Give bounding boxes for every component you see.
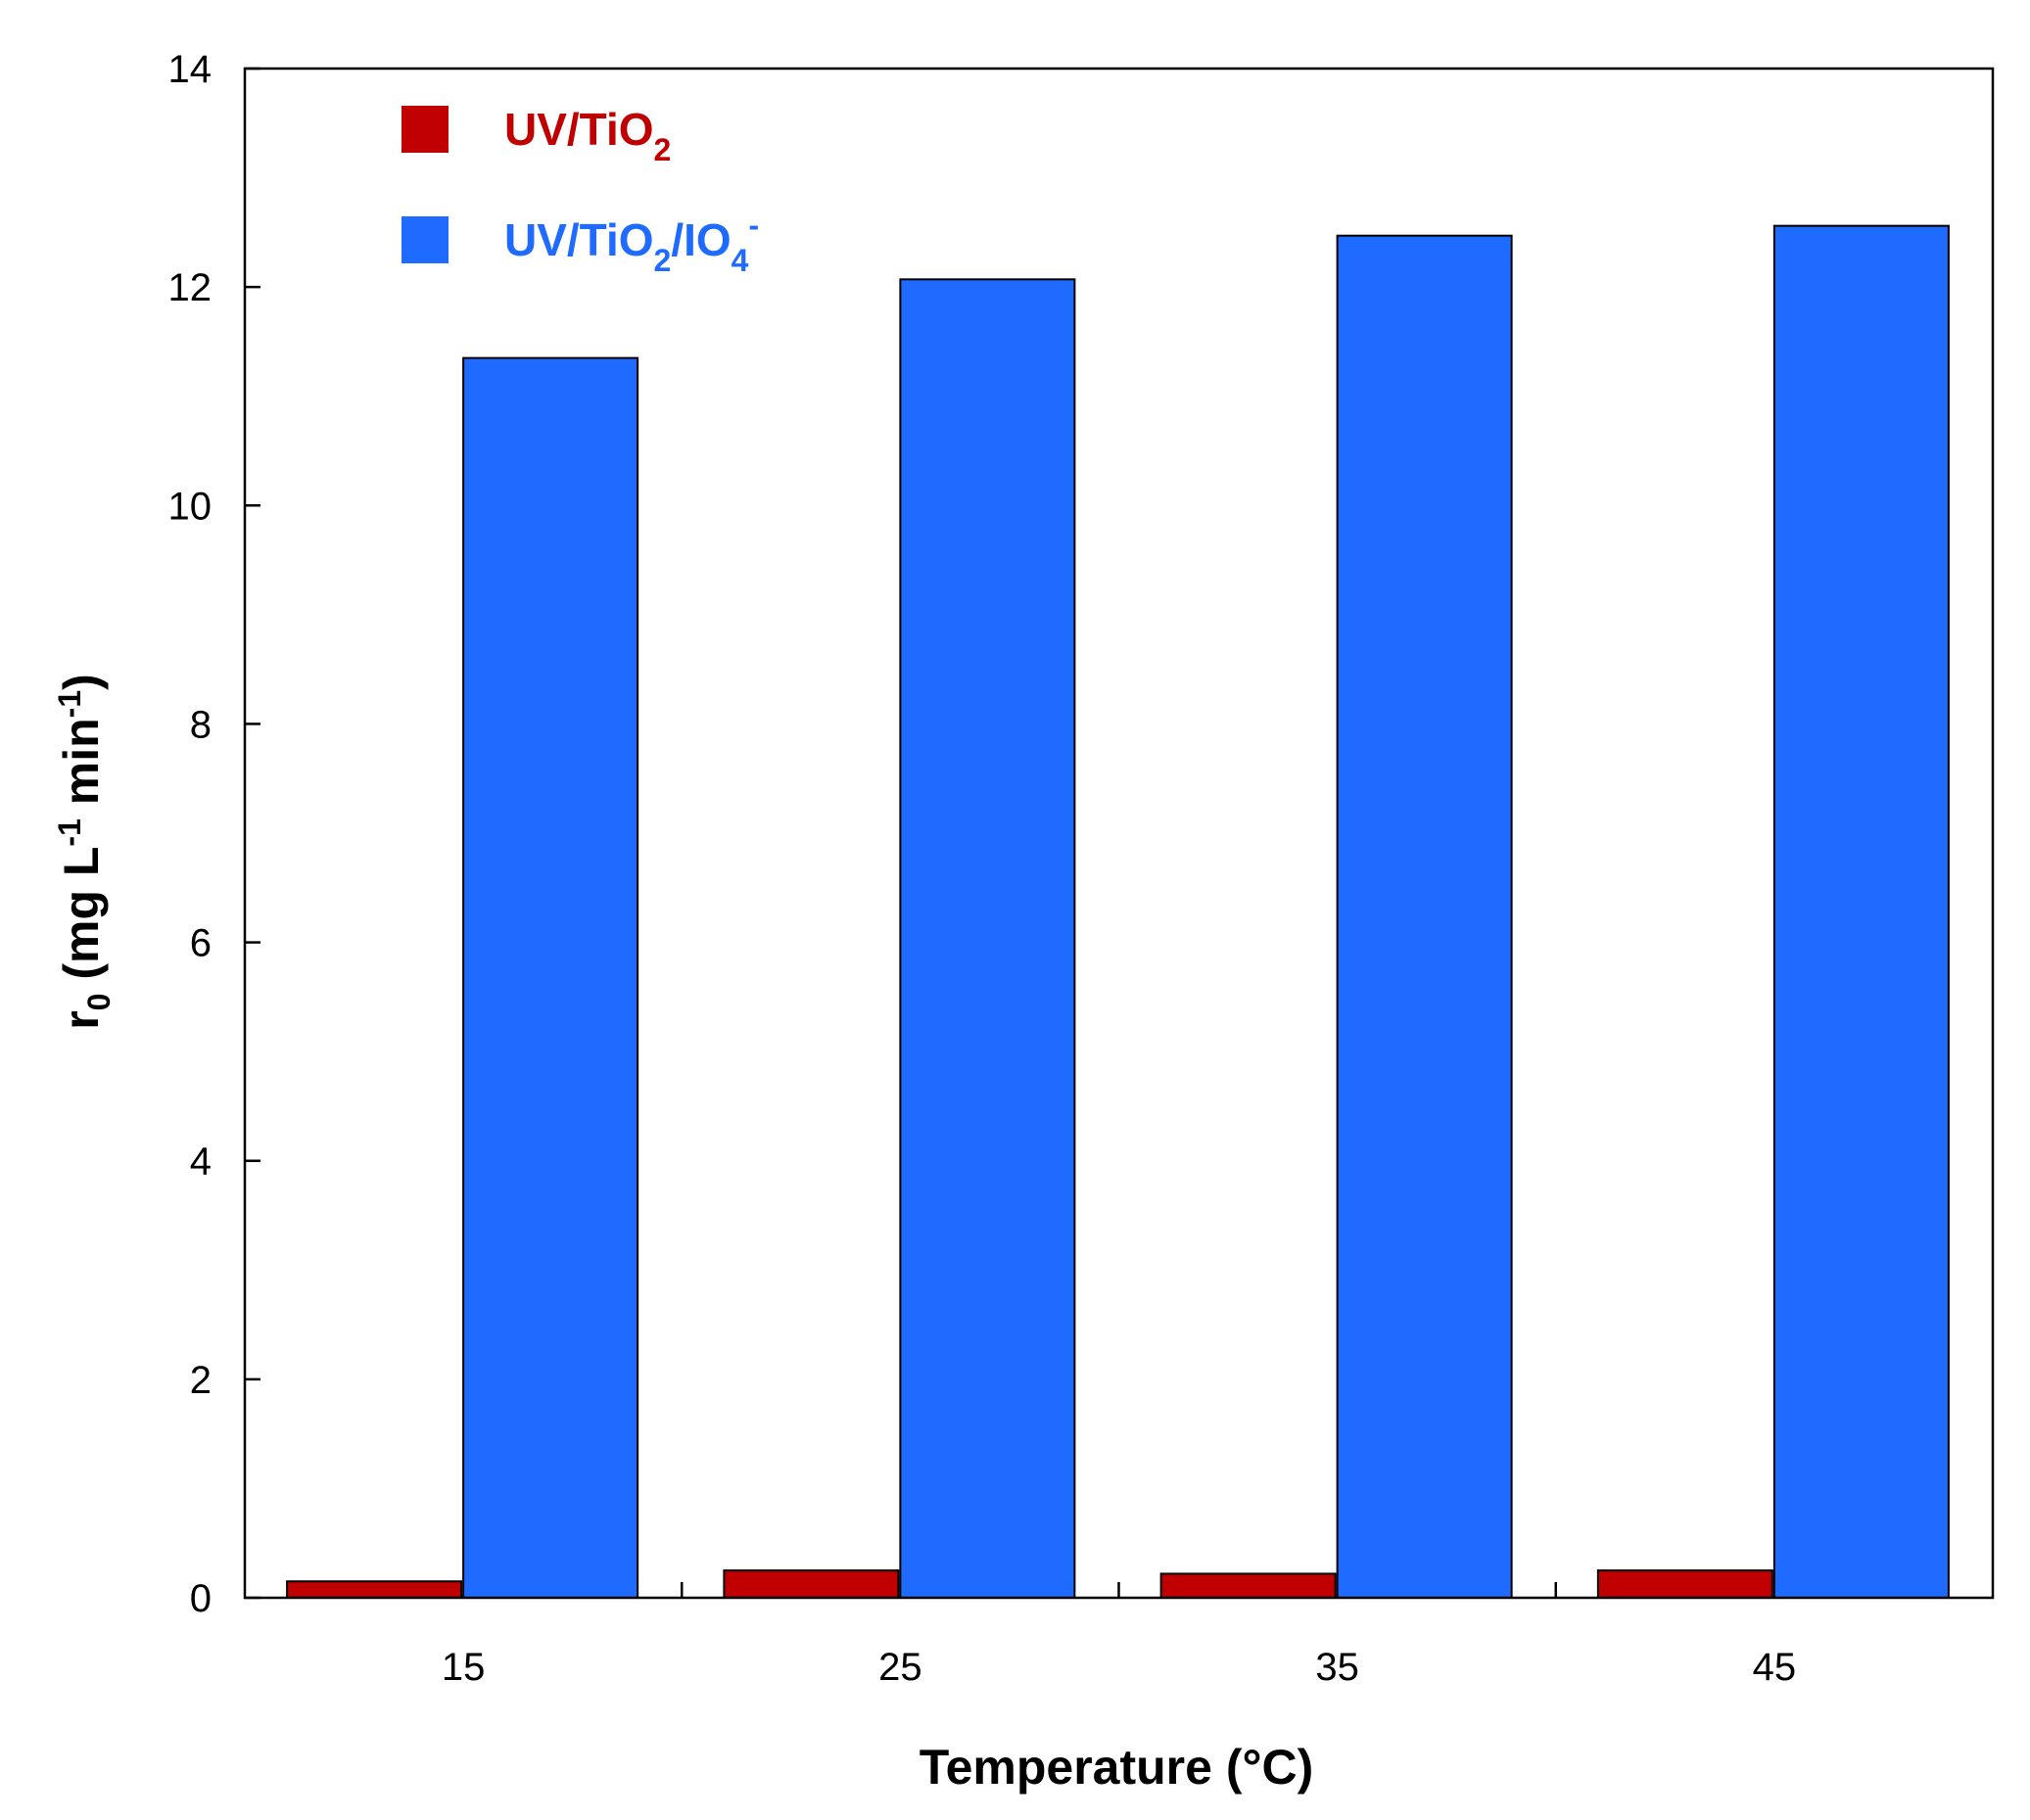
x-tick-label-35: 35 xyxy=(1315,1646,1359,1689)
y-tick-label-8: 8 xyxy=(190,703,212,746)
y-axis-title-superscript-2: -1 xyxy=(52,690,87,718)
y-tick-label-2: 2 xyxy=(190,1359,212,1402)
bar-uv-tio2-io4-35 xyxy=(1336,234,1513,1599)
y-axis-title-superscript-1: -1 xyxy=(52,818,87,846)
bar-uv-tio2-25 xyxy=(723,1569,900,1600)
y-tick-label-0: 0 xyxy=(190,1577,212,1620)
x-axis-title: Temperature (°C) xyxy=(920,1740,1313,1795)
x-tick-label-25: 25 xyxy=(878,1646,922,1689)
x-tick-label-15: 15 xyxy=(442,1646,486,1689)
legend-label-uv-tio2: UV/TiO2 xyxy=(504,104,671,167)
x-tick-label-45: 45 xyxy=(1753,1646,1797,1689)
y-axis-title: r0 (mg L-1 min-1) xyxy=(52,674,117,1030)
y-tick-label-10: 10 xyxy=(168,485,212,528)
legend-label-part: - xyxy=(748,208,759,243)
y-tick-label-12: 12 xyxy=(168,266,212,309)
bar-uv-tio2-io4-15 xyxy=(462,356,639,1599)
legend-label-part: 2 xyxy=(654,243,672,278)
bar-uv-tio2-io4-25 xyxy=(899,278,1076,1599)
legend-label-uv-tio2-io4: UV/TiO2/IO4- xyxy=(504,208,759,278)
legend-label-part: UV/TiO xyxy=(504,214,654,265)
y-axis-title-unit-mid: min xyxy=(54,718,109,818)
legend-label-part: /IO xyxy=(671,214,731,265)
y-tick-label-4: 4 xyxy=(190,1141,212,1184)
bar-uv-tio2-io4-45 xyxy=(1772,224,1950,1600)
bar-uv-tio2-35 xyxy=(1159,1572,1337,1600)
legend-label-part: 2 xyxy=(654,132,672,167)
legend-swatch-uv-tio2 xyxy=(401,106,448,153)
y-axis-title-base: r xyxy=(54,1010,109,1029)
legend-label-part: UV/TiO xyxy=(504,104,654,155)
bar-uv-tio2-15 xyxy=(286,1580,463,1599)
y-tick-label-6: 6 xyxy=(190,922,212,965)
legend-label-part: 4 xyxy=(732,243,749,278)
y-tick-label-14: 14 xyxy=(168,48,212,91)
axes-group: 0 2 4 6 8 10 12 14 15 25 35 45 xyxy=(168,48,1797,1689)
plot-frame xyxy=(243,67,1995,1600)
y-axis-title-unit-open: (mg L xyxy=(54,847,109,994)
legend-swatch-uv-tio2-io4 xyxy=(401,216,448,263)
y-axis-title-unit-close: ) xyxy=(54,674,109,690)
bar-uv-tio2-45 xyxy=(1596,1569,1773,1600)
bars-group xyxy=(286,224,1950,1600)
y-axis-title-subscript: 0 xyxy=(81,994,117,1011)
